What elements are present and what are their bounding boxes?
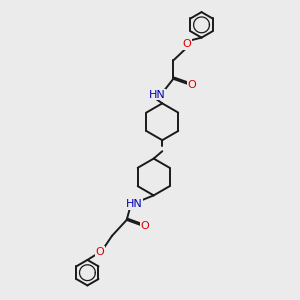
- Text: O: O: [182, 40, 191, 50]
- Text: HN: HN: [126, 199, 142, 209]
- Text: O: O: [187, 80, 196, 90]
- Text: HN: HN: [149, 90, 166, 100]
- Text: O: O: [140, 221, 149, 231]
- Text: O: O: [95, 247, 104, 257]
